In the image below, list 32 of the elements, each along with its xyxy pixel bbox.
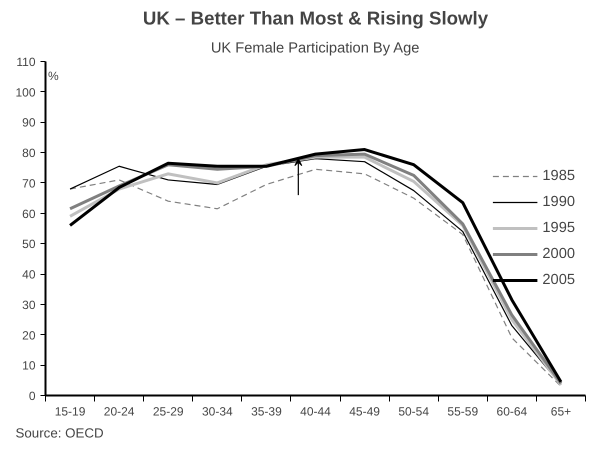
y-axis-title: %: [48, 68, 59, 83]
x-tick-label: 40-44: [300, 404, 332, 418]
y-tick-label: 60: [22, 206, 36, 221]
legend-label: 1995: [542, 220, 575, 236]
y-tick-label: 40: [22, 268, 36, 282]
y-tick-label: 0: [28, 389, 36, 403]
y-tick-label: 110: [16, 55, 36, 69]
x-tick-label: 15-19: [54, 404, 86, 418]
x-tick-label: 65+: [550, 404, 572, 418]
x-tick-label: 50-54: [398, 404, 430, 418]
chart-subtitle: UK Female Participation By Age: [210, 40, 420, 56]
legend-label: 1990: [542, 194, 575, 210]
y-tick-label: 50: [22, 237, 36, 252]
legend-label: 2000: [542, 246, 575, 262]
y-tick-label: 100: [15, 85, 36, 100]
y-tick-label: 20: [22, 328, 36, 342]
y-tick-label: 90: [22, 116, 36, 130]
x-tick-label: 30-34: [202, 404, 233, 418]
chart-title: UK – Better Than Most & Rising Slowly: [142, 8, 489, 28]
y-tick-label: 80: [22, 146, 36, 160]
y-tick-label: 70: [22, 176, 36, 190]
x-tick-label: 60-64: [496, 404, 528, 418]
legend-label: 1985: [542, 168, 575, 184]
x-tick-label: 55-59: [447, 404, 478, 418]
x-tick-label: 45-49: [349, 404, 380, 418]
x-tick-label: 20-24: [104, 404, 135, 418]
x-tick-label: 35-39: [251, 404, 282, 418]
source-note: Source: OECD: [16, 426, 104, 440]
x-tick-label: 25-29: [152, 404, 184, 418]
legend-label: 2005: [542, 272, 575, 288]
y-tick-label: 30: [22, 298, 36, 312]
y-tick-label: 10: [22, 358, 36, 373]
